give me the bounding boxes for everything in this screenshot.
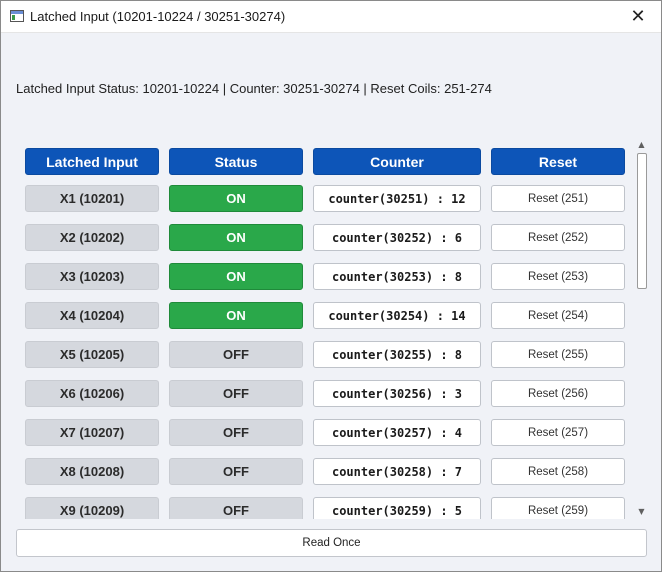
vertical-scrollbar[interactable]: ▲ ▼ xyxy=(634,137,649,519)
counter-value-field: counter(30253) : 8 xyxy=(313,263,481,290)
status-indicator: OFF xyxy=(169,497,303,519)
counter-value-field: counter(30257) : 4 xyxy=(313,419,481,446)
status-indicator: OFF xyxy=(169,419,303,446)
counter-value-field: counter(30251) : 12 xyxy=(313,185,481,212)
table-row: X6 (10206) OFF counter(30256) : 3 Reset (25… xyxy=(16,380,632,409)
status-indicator: ON xyxy=(169,185,303,212)
close-icon[interactable]: ✕ xyxy=(630,6,646,27)
counter-value-field: counter(30259) : 5 xyxy=(313,497,481,519)
scroll-down-arrow-icon[interactable]: ▼ xyxy=(638,507,645,516)
reset-button[interactable]: Reset (257) xyxy=(491,419,625,446)
latched-input-label: X9 (10209) xyxy=(25,497,159,519)
scroll-up-arrow-icon[interactable]: ▲ xyxy=(638,140,645,149)
counter-value-field: counter(30255) : 8 xyxy=(313,341,481,368)
header-counter: Counter xyxy=(313,148,481,175)
reset-button[interactable]: Reset (258) xyxy=(491,458,625,485)
status-indicator: OFF xyxy=(169,458,303,485)
latched-input-label: X1 (10201) xyxy=(25,185,159,212)
read-once-button[interactable]: Read Once xyxy=(16,529,647,557)
status-indicator: OFF xyxy=(169,380,303,407)
latched-input-label: X5 (10205) xyxy=(25,341,159,368)
status-indicator: ON xyxy=(169,302,303,329)
reset-button[interactable]: Reset (259) xyxy=(491,497,625,519)
table-row: X7 (10207) OFF counter(30257) : 4 Reset (25… xyxy=(16,419,632,448)
reset-button[interactable]: Reset (256) xyxy=(491,380,625,407)
reset-button[interactable]: Reset (253) xyxy=(491,263,625,290)
app-window-icon xyxy=(10,10,24,22)
reset-button[interactable]: Reset (252) xyxy=(491,224,625,251)
counter-value-field: counter(30252) : 6 xyxy=(313,224,481,251)
latched-input-label: X8 (10208) xyxy=(25,458,159,485)
scrollbar-thumb[interactable] xyxy=(637,153,647,289)
status-indicator: OFF xyxy=(169,341,303,368)
header-reset: Reset xyxy=(491,148,625,175)
latched-input-label: X3 (10203) xyxy=(25,263,159,290)
table-row: X4 (10204) ON counter(30254) : 14 Reset (25… xyxy=(16,302,632,331)
table-header-row: Latched Input Status Counter Reset xyxy=(16,148,632,177)
status-line: Latched Input Status: 10201-10224 | Coun… xyxy=(16,81,492,96)
latched-input-label: X6 (10206) xyxy=(25,380,159,407)
status-indicator: ON xyxy=(169,224,303,251)
table-row: X8 (10208) OFF counter(30258) : 7 Reset (25… xyxy=(16,458,632,487)
table-row: X2 (10202) ON counter(30252) : 6 Reset (252… xyxy=(16,224,632,253)
reset-button[interactable]: Reset (254) xyxy=(491,302,625,329)
window-title: Latched Input (10201-10224 / 30251-30274… xyxy=(30,9,286,24)
reset-button[interactable]: Reset (251) xyxy=(491,185,625,212)
table-row: X5 (10205) OFF counter(30255) : 8 Reset (25… xyxy=(16,341,632,370)
counter-value-field: counter(30254) : 14 xyxy=(313,302,481,329)
reset-button[interactable]: Reset (255) xyxy=(491,341,625,368)
counter-value-field: counter(30258) : 7 xyxy=(313,458,481,485)
latched-input-label: X4 (10204) xyxy=(25,302,159,329)
header-status: Status xyxy=(169,148,303,175)
latched-input-table: Latched Input Status Counter Reset X1 (1… xyxy=(16,137,632,519)
title-bar[interactable]: Latched Input (10201-10224 / 30251-30274… xyxy=(1,1,661,33)
table-row: X3 (10203) ON counter(30253) : 8 Reset (253… xyxy=(16,263,632,292)
header-latched-input: Latched Input xyxy=(25,148,159,175)
counter-value-field: counter(30256) : 3 xyxy=(313,380,481,407)
table-row: X9 (10209) OFF counter(30259) : 5 Reset (25… xyxy=(16,497,632,519)
status-indicator: ON xyxy=(169,263,303,290)
latched-input-label: X7 (10207) xyxy=(25,419,159,446)
table-row: X1 (10201) ON counter(30251) : 12 Reset (25… xyxy=(16,185,632,214)
latched-input-label: X2 (10202) xyxy=(25,224,159,251)
